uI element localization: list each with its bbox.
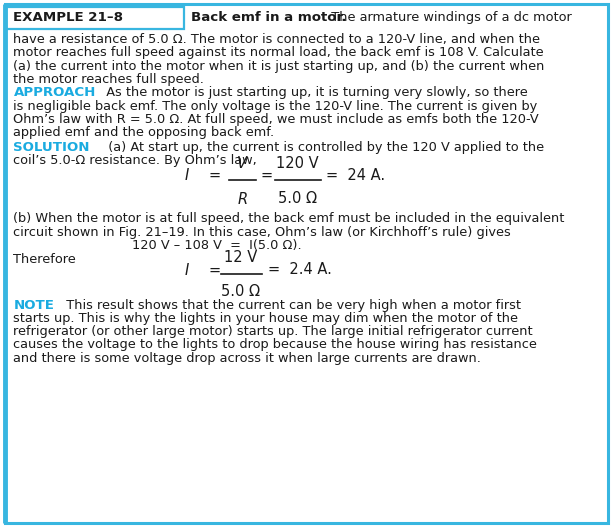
Text: and there is some voltage drop across it when large currents are drawn.: and there is some voltage drop across it…	[13, 352, 481, 365]
Text: $I$: $I$	[184, 262, 190, 278]
Text: 5.0 Ω: 5.0 Ω	[221, 284, 261, 298]
Text: =: =	[261, 168, 273, 183]
Text: =  24 A.: = 24 A.	[326, 168, 385, 183]
FancyBboxPatch shape	[6, 7, 184, 29]
Text: (a) the current into the motor when it is just starting up, and (b) the current : (a) the current into the motor when it i…	[13, 60, 545, 73]
Text: Ohm’s law with R = 5.0 Ω. At full speed, we must include as emfs both the 120-V: Ohm’s law with R = 5.0 Ω. At full speed,…	[13, 113, 539, 126]
Text: motor reaches full speed against its normal load, the back emf is 108 V. Calcula: motor reaches full speed against its nor…	[13, 46, 544, 60]
Text: =: =	[208, 262, 221, 277]
Text: (a) At start up, the current is controlled by the 120 V applied to the: (a) At start up, the current is controll…	[100, 141, 544, 154]
Text: =: =	[208, 168, 221, 183]
Text: causes the voltage to the lights to drop because the house wiring has resistance: causes the voltage to the lights to drop…	[13, 338, 538, 352]
Text: =  2.4 A.: = 2.4 A.	[268, 262, 332, 277]
Text: 12 V: 12 V	[224, 250, 257, 265]
Text: starts up. This is why the lights in your house may dim when the motor of the: starts up. This is why the lights in you…	[13, 312, 519, 325]
Text: coil’s 5.0-Ω resistance. By Ohm’s law,: coil’s 5.0-Ω resistance. By Ohm’s law,	[13, 154, 257, 168]
FancyBboxPatch shape	[5, 4, 608, 523]
Text: As the motor is just starting up, it is turning very slowly, so there: As the motor is just starting up, it is …	[98, 86, 528, 100]
Text: NOTE: NOTE	[13, 299, 55, 312]
Text: refrigerator (or other large motor) starts up. The large initial refrigerator cu: refrigerator (or other large motor) star…	[13, 325, 533, 338]
Text: Therefore: Therefore	[13, 253, 76, 266]
Text: 5.0 Ω: 5.0 Ω	[278, 191, 317, 206]
Text: is negligible back emf. The only voltage is the 120-V line. The current is given: is negligible back emf. The only voltage…	[13, 100, 538, 113]
Text: The armature windings of a dc motor: The armature windings of a dc motor	[323, 12, 572, 24]
Text: have a resistance of 5.0 Ω. The motor is connected to a 120-V line, and when the: have a resistance of 5.0 Ω. The motor is…	[13, 33, 541, 46]
Text: EXAMPLE 21–8: EXAMPLE 21–8	[13, 12, 123, 24]
Text: 120 V – 108 V  =  I(5.0 Ω).: 120 V – 108 V = I(5.0 Ω).	[132, 239, 302, 252]
Text: (b) When the motor is at full speed, the back emf must be included in the equiva: (b) When the motor is at full speed, the…	[13, 212, 565, 226]
Text: APPROACH: APPROACH	[13, 86, 96, 100]
Text: 120 V: 120 V	[276, 156, 319, 171]
Text: SOLUTION: SOLUTION	[13, 141, 90, 154]
Text: $R$: $R$	[237, 191, 248, 207]
Text: the motor reaches full speed.: the motor reaches full speed.	[13, 73, 204, 86]
Text: applied emf and the opposing back emf.: applied emf and the opposing back emf.	[13, 126, 275, 139]
Text: This result shows that the current can be very high when a motor first: This result shows that the current can b…	[58, 299, 521, 312]
Text: Back emf in a motor.: Back emf in a motor.	[191, 12, 346, 24]
Text: $V$: $V$	[236, 155, 248, 171]
Text: circuit shown in Fig. 21–19. In this case, Ohm’s law (or Kirchhoff’s rule) gives: circuit shown in Fig. 21–19. In this cas…	[13, 226, 511, 239]
Text: $I$: $I$	[184, 168, 190, 183]
